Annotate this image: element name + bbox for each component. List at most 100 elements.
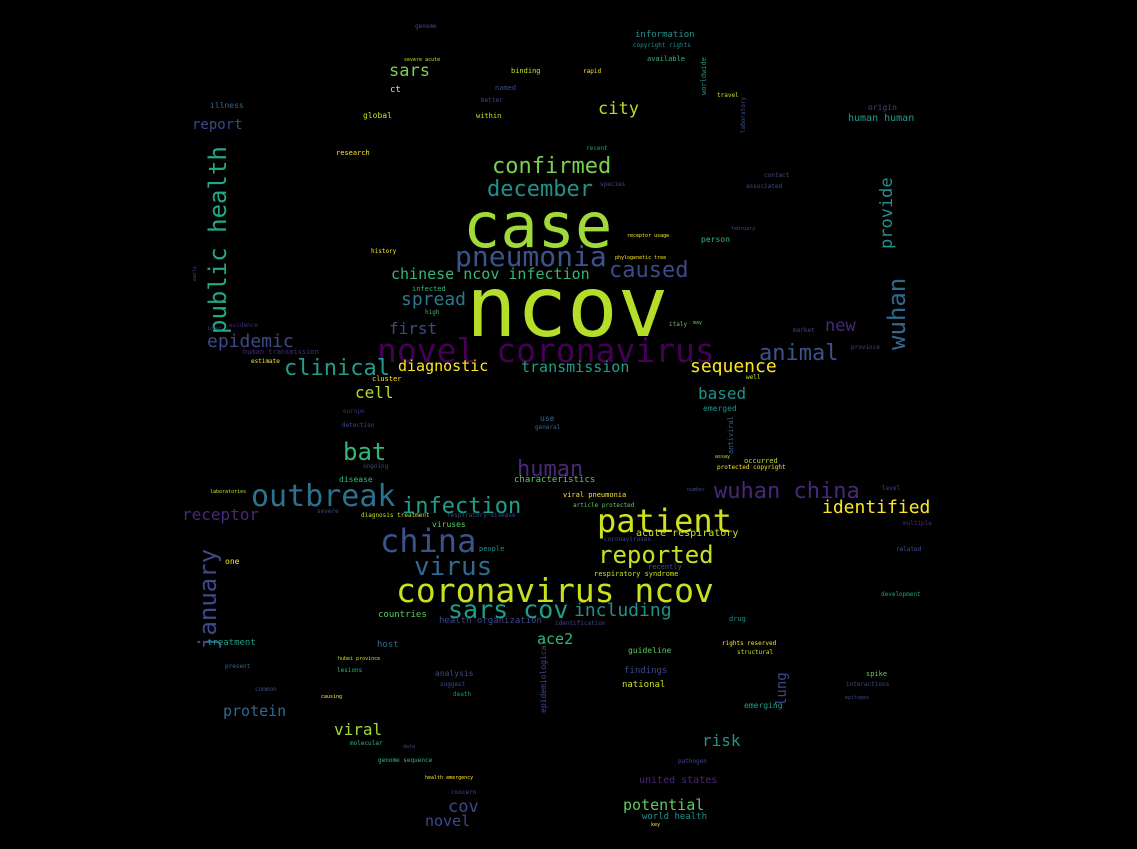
word: report: [192, 117, 243, 133]
word: species: [600, 181, 626, 188]
word: january: [194, 548, 222, 650]
word: clinical: [284, 356, 390, 381]
word: illness: [210, 101, 244, 110]
word: general: [535, 424, 561, 431]
word: detection: [342, 422, 375, 429]
word: origin: [868, 103, 897, 112]
word: death: [453, 691, 472, 698]
word: caused: [609, 258, 689, 283]
word: coronavirus ncov: [396, 571, 714, 610]
word: december: [487, 177, 593, 202]
word: ace2: [537, 630, 574, 648]
word: china: [380, 522, 477, 560]
word: novel coronavirus: [377, 331, 715, 370]
word: february: [731, 226, 756, 232]
word: potential: [623, 796, 705, 814]
word: guideline: [628, 646, 672, 655]
word: assay: [715, 454, 731, 460]
word: health emergency: [425, 775, 474, 781]
word: emerging: [744, 701, 783, 710]
word: causing: [321, 694, 343, 700]
word: related: [896, 546, 922, 553]
word: italy: [669, 321, 688, 328]
word: well: [746, 374, 761, 381]
word: infected: [412, 285, 446, 293]
word: antiviral: [727, 416, 735, 454]
word: spike: [866, 670, 888, 678]
word: bat: [343, 438, 387, 466]
word: protein: [223, 702, 287, 720]
word: genome: [415, 23, 437, 30]
word: epidemiological: [539, 640, 548, 713]
word: estimate: [251, 358, 280, 365]
word: cov: [448, 797, 479, 817]
word: copyright rights: [633, 42, 691, 49]
word: human human: [848, 113, 915, 124]
word: provide: [877, 177, 897, 249]
word: treatment: [207, 638, 256, 648]
word: characteristics: [514, 475, 596, 485]
word: lesions: [337, 667, 363, 674]
word: based: [698, 384, 747, 403]
word: animal: [759, 341, 839, 366]
word: wuhan china: [714, 479, 860, 504]
word: sars cov: [448, 595, 569, 624]
word: analysis: [435, 669, 474, 678]
word: host: [377, 640, 399, 650]
word: identification: [555, 620, 606, 627]
word: reported: [598, 541, 714, 569]
word: coronaviruses: [604, 536, 651, 543]
word: human: [517, 457, 584, 482]
word: chinese ncov infection: [391, 265, 590, 283]
word: world health: [642, 812, 708, 822]
word: confirmed: [492, 154, 612, 179]
word: pathogen: [678, 758, 707, 765]
word: infection: [402, 494, 522, 519]
word: province: [851, 344, 880, 351]
word: ongoing: [363, 463, 389, 470]
word: human transmission: [243, 348, 319, 356]
word: ct: [390, 85, 401, 95]
word: local: [207, 326, 223, 332]
word: viruses: [432, 520, 466, 529]
word: history: [371, 248, 397, 255]
word: worldwide: [700, 57, 708, 95]
word: contact: [764, 172, 790, 179]
word: spread: [401, 289, 467, 310]
word: sequence: [690, 356, 777, 377]
word: first: [389, 319, 438, 338]
word: person: [701, 235, 730, 244]
word: pneumonia: [455, 240, 607, 273]
word: rapid: [583, 68, 602, 75]
word: respiratory disease: [447, 512, 516, 519]
word: outbreak: [251, 479, 396, 514]
word: data: [403, 744, 416, 750]
word: better: [481, 97, 503, 104]
word: severe: [317, 508, 339, 515]
word: acute respiratory: [636, 528, 739, 539]
word: protected copyright: [717, 464, 786, 471]
word: early: [192, 265, 198, 281]
word: multiple: [903, 520, 932, 527]
word: travel: [717, 92, 739, 99]
word: united states: [639, 775, 718, 786]
word: cluster: [372, 375, 402, 383]
word: evidence: [229, 322, 258, 329]
word: interactions: [846, 681, 890, 688]
word: countries: [378, 610, 427, 620]
word: epitopes: [845, 695, 870, 701]
word: transmission: [521, 358, 630, 376]
word: rights reserved: [722, 640, 777, 647]
word: phylogenetic tree: [615, 255, 667, 261]
word: including: [574, 600, 672, 621]
word: disease: [339, 475, 373, 484]
word: development: [881, 591, 921, 598]
word: virus: [414, 552, 493, 582]
word: available: [647, 55, 685, 63]
word: receptor usage: [627, 233, 670, 239]
word: one: [225, 557, 240, 566]
word: laboratory: [740, 96, 747, 133]
word: global: [363, 111, 392, 120]
word: genome sequence: [378, 757, 433, 764]
